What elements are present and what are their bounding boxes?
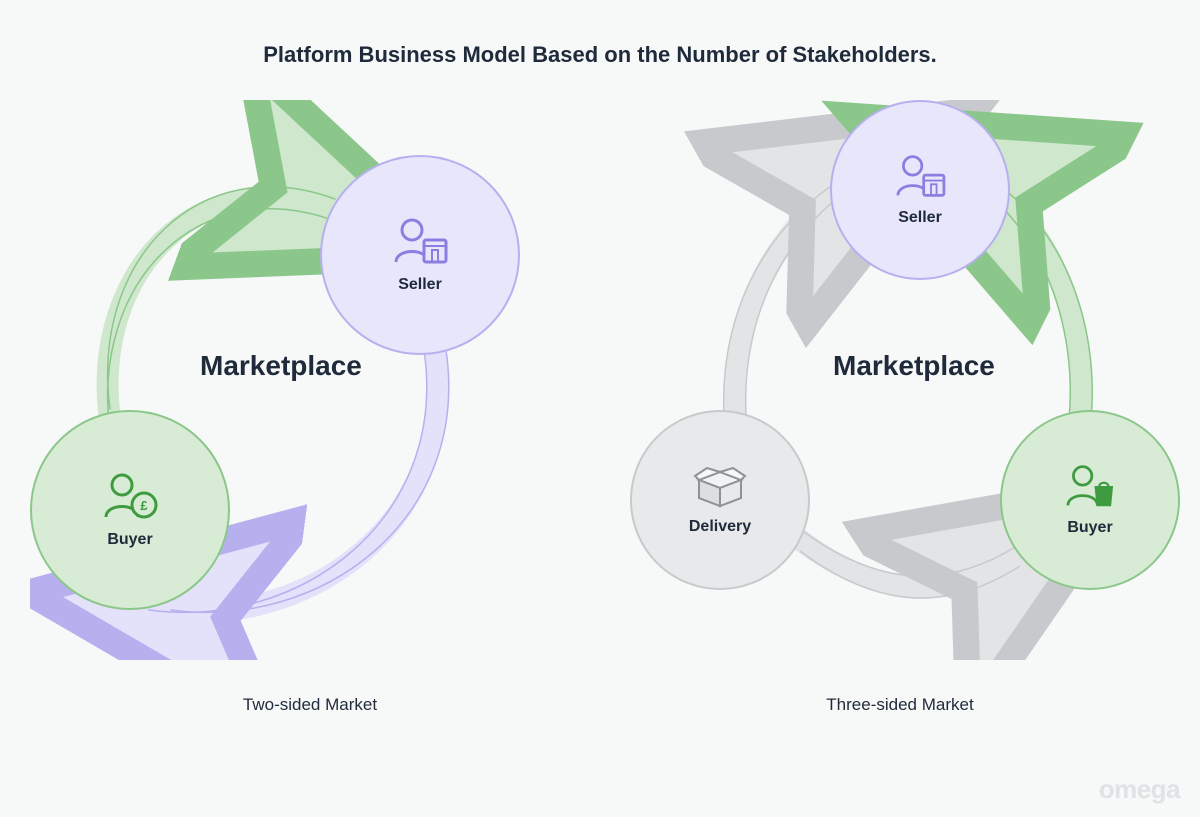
seller-icon	[894, 153, 946, 199]
center-label-left: Marketplace	[200, 350, 362, 382]
caption-left: Two-sided Market	[30, 695, 590, 715]
seller-node: Seller	[320, 155, 520, 355]
buyer-label: Buyer	[107, 531, 152, 549]
buyer-coin-icon: £	[102, 471, 158, 521]
seller-node-r: Seller	[830, 100, 1010, 280]
page-title: Platform Business Model Based on the Num…	[0, 0, 1200, 68]
buyer-bag-icon	[1064, 463, 1116, 509]
buyer-node: £ Buyer	[30, 410, 230, 610]
watermark: omega	[1099, 774, 1180, 805]
three-sided-panel: Marketplace Seller Buyer	[620, 100, 1180, 660]
diagram-area: Marketplace Seller £ Buyer	[0, 100, 1200, 720]
caption-right: Three-sided Market	[620, 695, 1180, 715]
svg-text:£: £	[140, 498, 148, 513]
two-sided-panel: Marketplace Seller £ Buyer	[30, 100, 590, 660]
box-icon	[693, 464, 747, 508]
delivery-node: Delivery	[630, 410, 810, 590]
seller-label-r: Seller	[898, 209, 942, 227]
buyer-label-r: Buyer	[1067, 519, 1112, 537]
seller-label: Seller	[398, 276, 442, 294]
small-lbl: Delivery	[689, 518, 751, 536]
buyer-node-r: Buyer	[1000, 410, 1180, 590]
center-label-right: Marketplace	[833, 350, 995, 382]
seller-icon	[392, 216, 448, 266]
